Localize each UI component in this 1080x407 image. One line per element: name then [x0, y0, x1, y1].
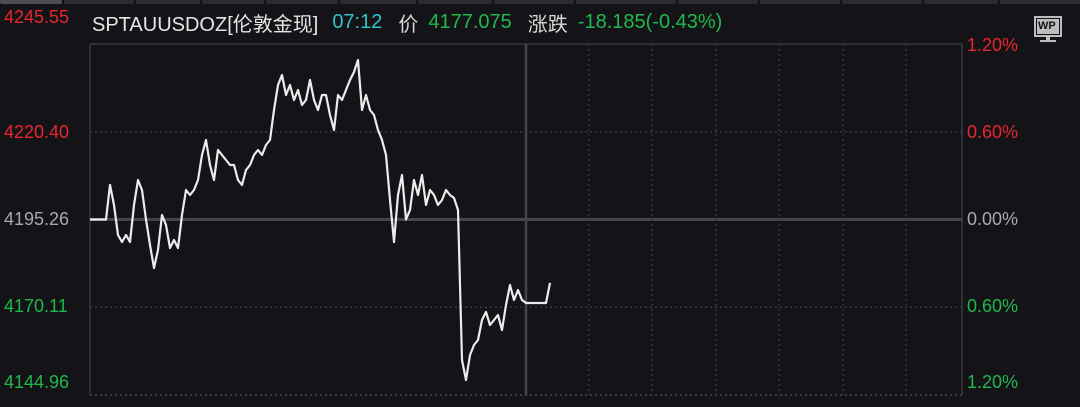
y-left-tick: 4220.40	[4, 122, 70, 142]
tab[interactable]	[1000, 0, 1080, 4]
tab[interactable]	[64, 0, 134, 4]
y-right-tick: 0.60%	[967, 296, 1019, 316]
quote-time: 07:12	[332, 10, 383, 33]
y-right-tick: 1.20%	[967, 372, 1019, 392]
tab-strip	[0, 0, 1080, 5]
y-left-tick: 4144.96	[4, 372, 70, 392]
price-label: 价	[398, 13, 419, 36]
tab[interactable]	[678, 0, 758, 4]
tab[interactable]	[494, 0, 574, 4]
tab[interactable]	[266, 0, 338, 4]
change-label: 涨跌	[527, 13, 568, 36]
monitor-icon[interactable]: WP	[1034, 16, 1062, 44]
quote-header: SPTAUUSDOZ[伦敦金现] 07:12 价 4177.075 涨跌 -18…	[92, 8, 738, 36]
y-right-tick: 0.00%	[967, 209, 1019, 229]
y-right-tick: 0.60%	[967, 122, 1019, 142]
y-right-tick: 1.20%	[967, 35, 1019, 55]
symbol-name: SPTAUUSDOZ[伦敦金现]	[92, 13, 319, 36]
tab[interactable]	[576, 0, 676, 4]
tab[interactable]	[340, 0, 416, 4]
tab[interactable]	[0, 0, 62, 4]
y-left-tick: 4170.11	[4, 296, 68, 316]
y-left-tick: 4195.26	[4, 209, 70, 229]
chart-grid	[89, 43, 963, 396]
price-value: 4177.075	[428, 10, 512, 33]
wp-label: WP	[1038, 20, 1056, 32]
tab[interactable]	[202, 0, 264, 4]
tab[interactable]	[136, 0, 200, 4]
price-line	[90, 58, 552, 382]
change-value: -18.185(-0.43%)	[577, 10, 723, 33]
tab[interactable]	[924, 0, 998, 4]
tab[interactable]	[418, 0, 492, 4]
y-left-tick: 4245.55	[4, 7, 70, 27]
tab[interactable]	[842, 0, 922, 4]
tab[interactable]	[760, 0, 840, 4]
